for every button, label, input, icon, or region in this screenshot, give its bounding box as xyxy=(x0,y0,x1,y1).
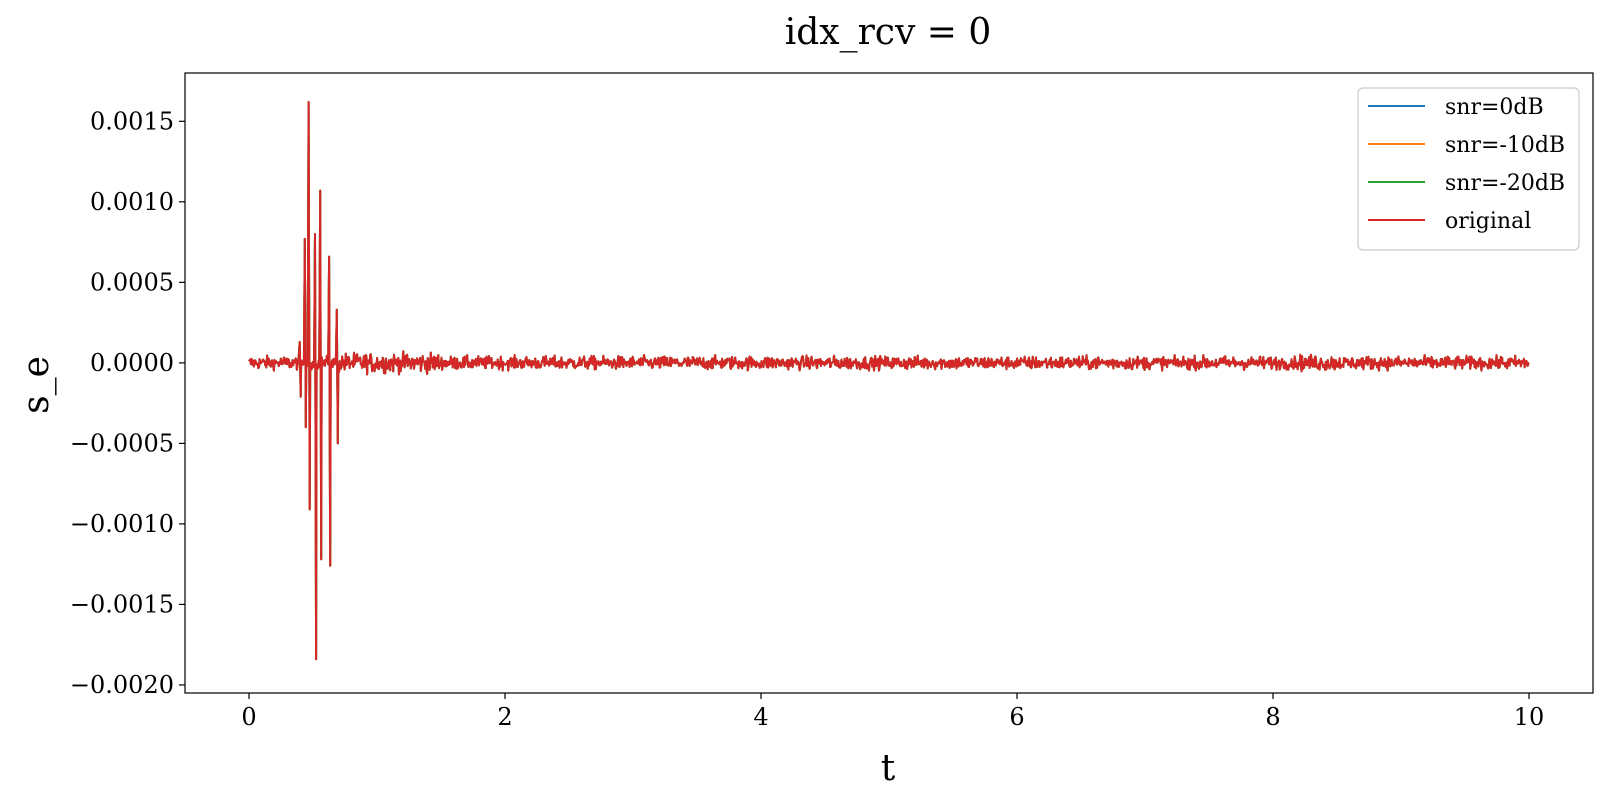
legend-label: snr=-20dB xyxy=(1445,171,1565,196)
y-ticks: 0.0015 0.0010 0.0005 0.0000 −0.0005 −0.0010 −0… xyxy=(70,107,185,699)
legend: snr=0dB snr=-10dB snr=-20dB original xyxy=(1357,87,1580,251)
x-axis-title: t xyxy=(881,748,896,789)
series-line-2 xyxy=(248,101,1530,661)
legend-label: snr=0dB xyxy=(1445,95,1544,120)
x-tick-label: 10 xyxy=(1514,703,1545,731)
series-line-0 xyxy=(248,101,1530,661)
y-tick-label: 0.0015 xyxy=(90,107,174,135)
y-tick-label: 0.0010 xyxy=(90,188,174,216)
x-ticks: 0 2 4 6 8 10 xyxy=(241,693,1544,731)
legend-label: original xyxy=(1445,209,1531,234)
legend-box xyxy=(1357,87,1580,251)
plot-frame xyxy=(184,72,1594,694)
y-tick-label: −0.0005 xyxy=(70,429,174,457)
y-tick-label: −0.0020 xyxy=(70,671,174,699)
y-axis-title: s_e xyxy=(16,356,57,414)
x-tick-label: 4 xyxy=(753,703,768,731)
x-tick-label: 0 xyxy=(241,703,256,731)
series-line-1 xyxy=(248,101,1530,661)
legend-label: snr=-10dB xyxy=(1445,133,1565,158)
y-tick-label: 0.0000 xyxy=(90,349,174,377)
y-tick-label: −0.0010 xyxy=(70,510,174,538)
series-line-3 xyxy=(248,101,1530,661)
series-layer xyxy=(248,101,1530,661)
y-tick-label: −0.0015 xyxy=(70,590,174,618)
x-tick-label: 2 xyxy=(497,703,512,731)
x-tick-label: 6 xyxy=(1009,703,1024,731)
chart-title: idx_rcv = 0 xyxy=(785,12,992,53)
y-tick-label: 0.0005 xyxy=(90,268,174,296)
x-tick-label: 8 xyxy=(1265,703,1280,731)
